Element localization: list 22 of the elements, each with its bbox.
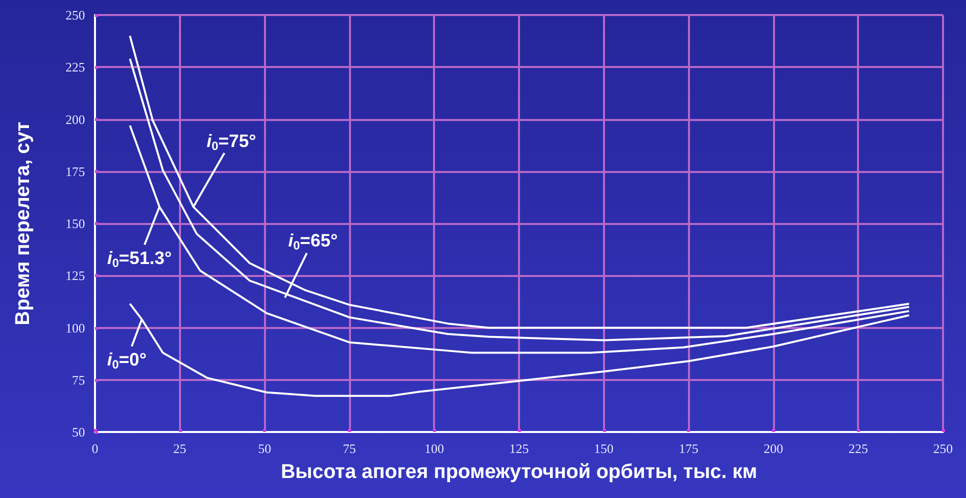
x-tick-label: 200 — [764, 441, 784, 456]
x-tick-label: 50 — [258, 441, 272, 456]
x-tick-label: 25 — [173, 441, 186, 456]
y-tick-label: 100 — [66, 320, 85, 336]
x-tick-label: 175 — [678, 441, 698, 456]
y-tick-label: 75 — [72, 372, 85, 388]
y-tick-label: 225 — [66, 60, 85, 75]
x-tick-label: 75 — [342, 441, 356, 456]
x-axis-title: Высота апогея промежуточной орбиты, тыс. км — [280, 461, 758, 483]
x-tick-label: 125 — [509, 441, 529, 456]
x-tick-label: 100 — [424, 441, 444, 456]
y-tick-label: 125 — [66, 268, 85, 284]
y-tick-label: 250 — [66, 8, 85, 22]
x-tick-label: 150 — [594, 441, 614, 456]
y-axis-title: Время перелета, сут — [12, 121, 34, 326]
y-tick-label: 150 — [66, 216, 85, 231]
y-tick-label: 175 — [66, 164, 85, 179]
x-tick-label: 0 — [92, 441, 98, 456]
x-tick-label: 225 — [848, 441, 868, 456]
x-tick-label: 250 — [933, 441, 953, 456]
y-tick-label: 50 — [72, 424, 85, 440]
y-tick-label: 200 — [66, 112, 85, 127]
